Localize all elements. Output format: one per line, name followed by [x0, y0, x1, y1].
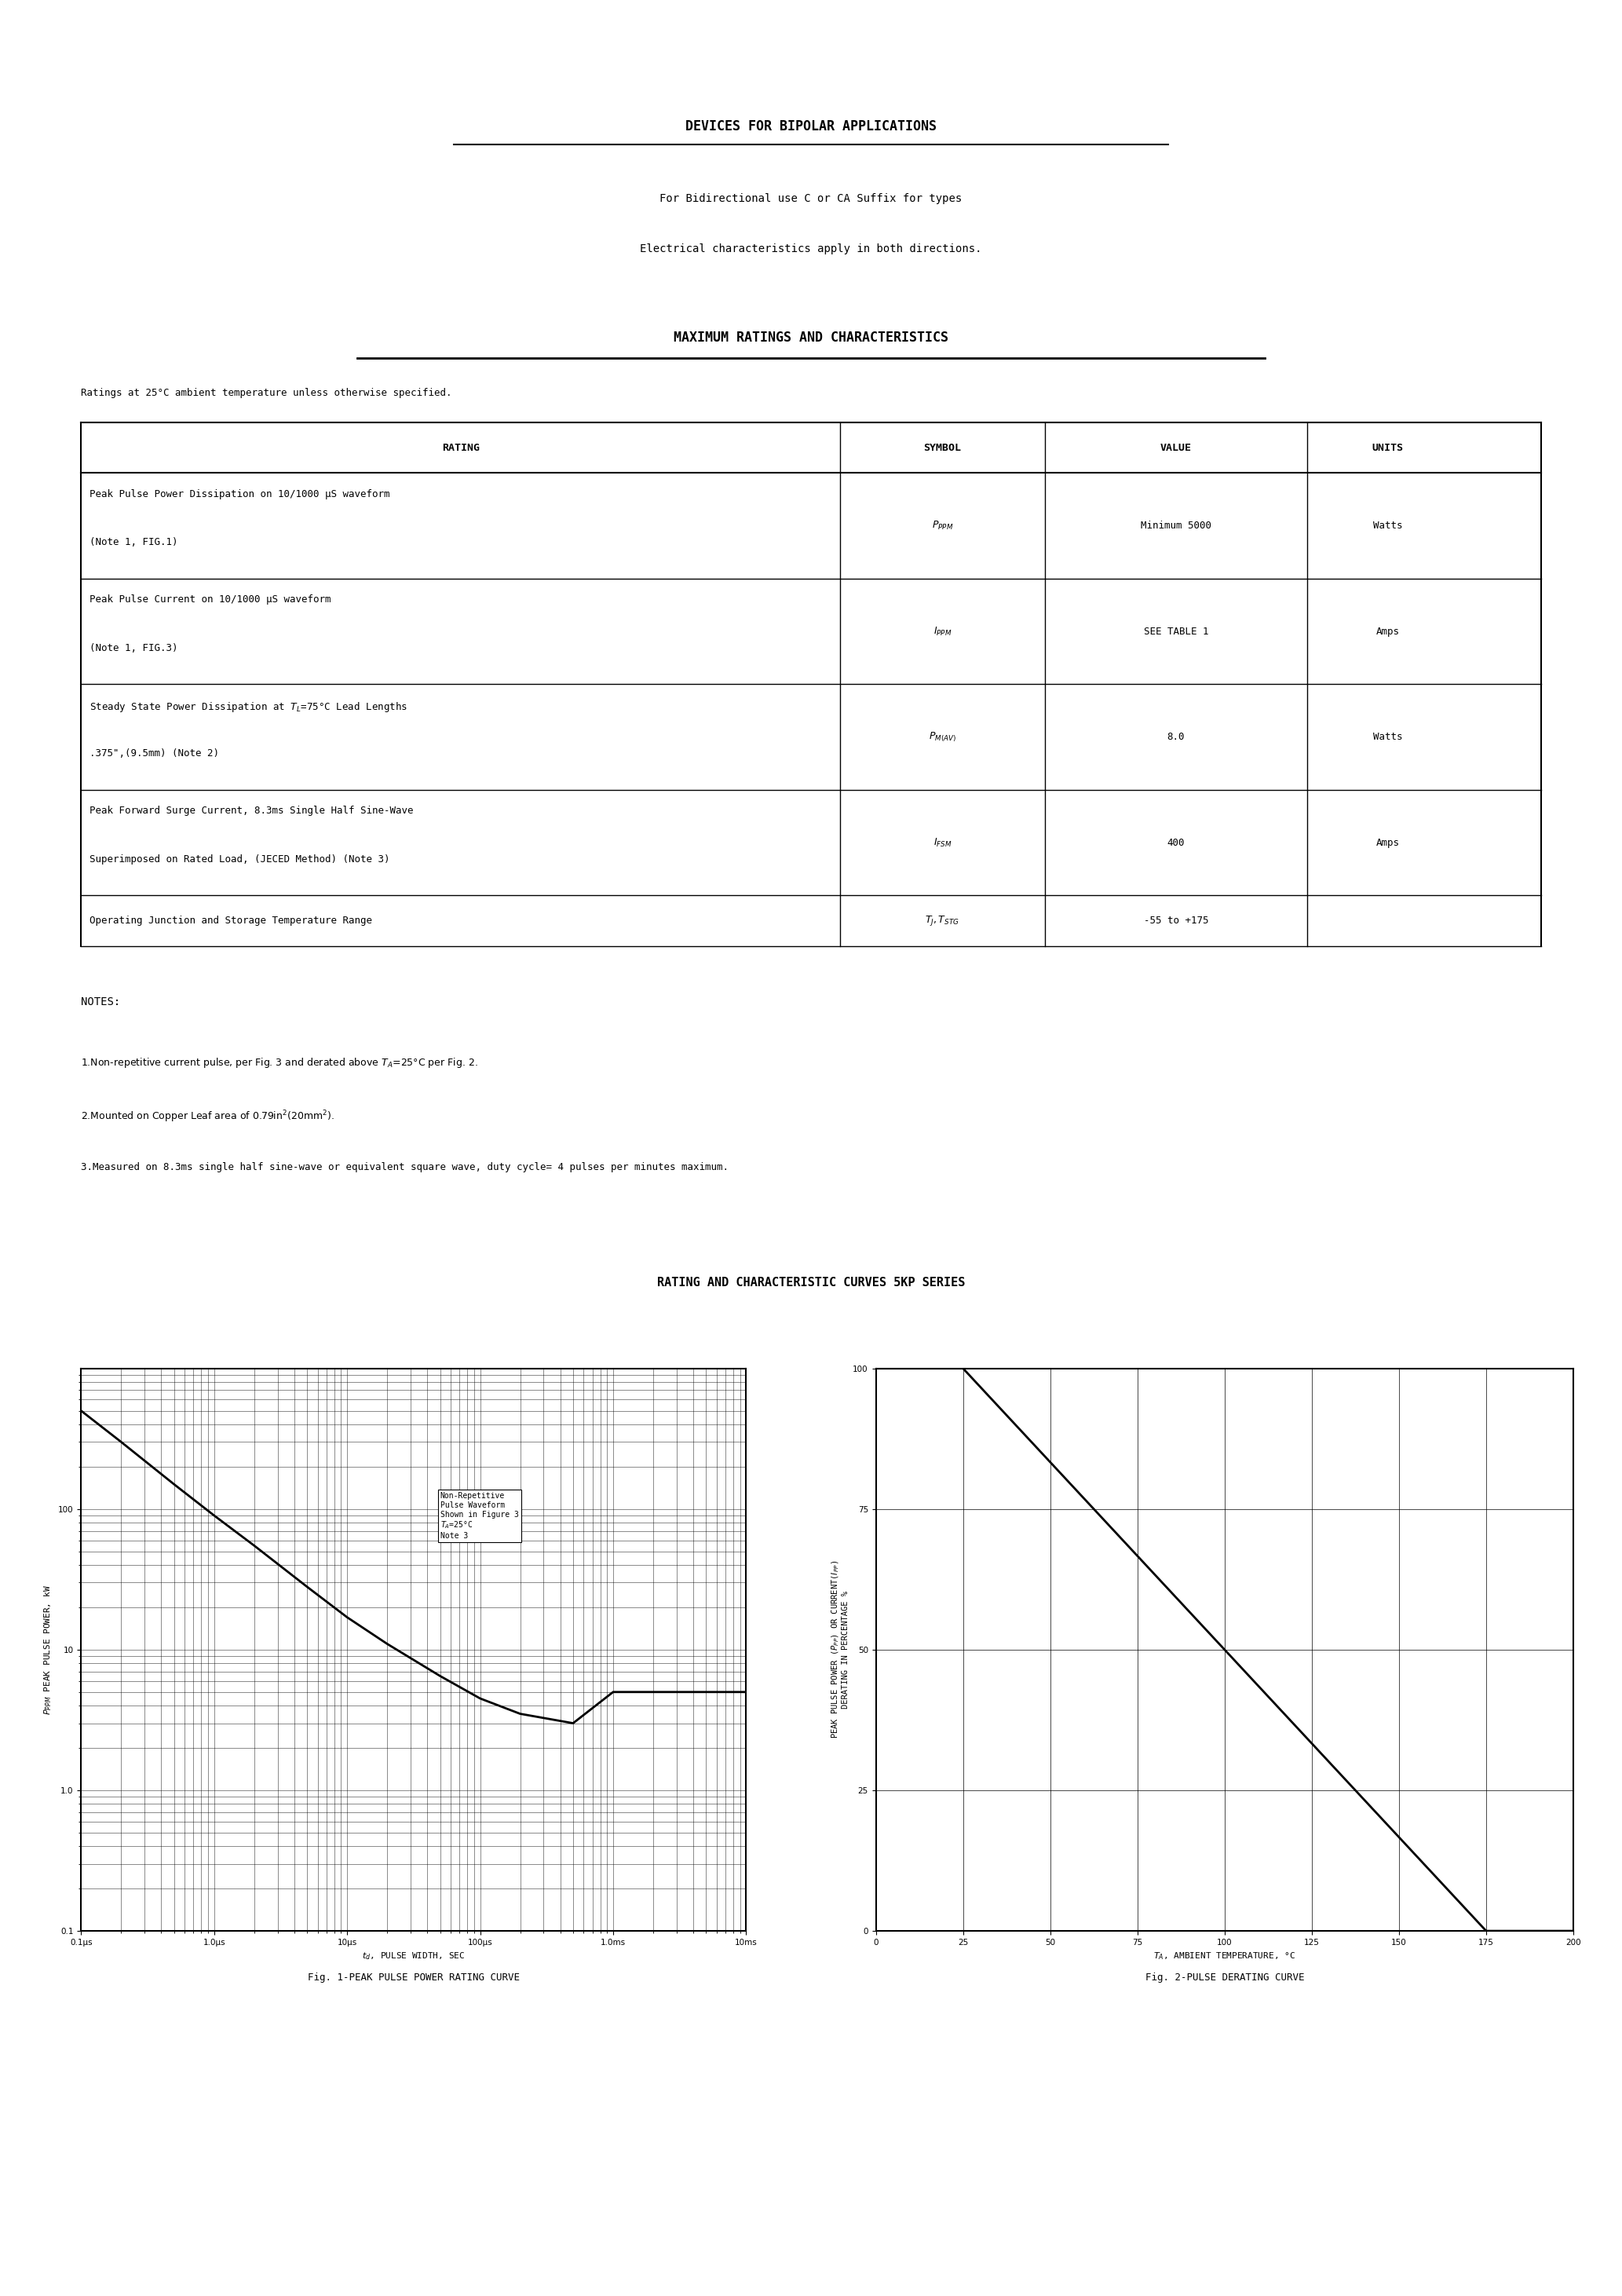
Text: Non-Repetitive
Pulse Waveform
Shown in Figure 3
$T_A$=25°C
Note 3: Non-Repetitive Pulse Waveform Shown in F…	[440, 1492, 519, 1541]
Text: MAXIMUM RATINGS AND CHARACTERISTICS: MAXIMUM RATINGS AND CHARACTERISTICS	[673, 331, 949, 344]
Text: Watts: Watts	[1372, 732, 1403, 742]
Text: Ratings at 25°C ambient temperature unless otherwise specified.: Ratings at 25°C ambient temperature unle…	[81, 388, 453, 397]
Text: Peak Pulse Power Dissipation on 10/1000 µS waveform: Peak Pulse Power Dissipation on 10/1000 …	[89, 489, 389, 498]
Text: Steady State Power Dissipation at $T_L$=75°C Lead Lengths: Steady State Power Dissipation at $T_L$=…	[89, 700, 407, 714]
Text: Electrical characteristics apply in both directions.: Electrical characteristics apply in both…	[641, 243, 981, 255]
Text: DEVICES FOR BIPOLAR APPLICATIONS: DEVICES FOR BIPOLAR APPLICATIONS	[686, 119, 936, 133]
Text: $P_{M(AV)}$: $P_{M(AV)}$	[928, 730, 957, 744]
Text: $P_{PPM}$: $P_{PPM}$	[931, 519, 954, 533]
Text: 2.Mounted on Copper Leaf area of 0.79in$^2$(20mm$^2$).: 2.Mounted on Copper Leaf area of 0.79in$…	[81, 1109, 334, 1125]
Text: (Note 1, FIG.3): (Note 1, FIG.3)	[89, 643, 177, 652]
Text: Operating Junction and Storage Temperature Range: Operating Junction and Storage Temperatu…	[89, 916, 371, 925]
Text: Amps: Amps	[1375, 838, 1400, 847]
Text: Peak Forward Surge Current, 8.3ms Single Half Sine-Wave: Peak Forward Surge Current, 8.3ms Single…	[89, 806, 414, 815]
Text: $I_{PPM}$: $I_{PPM}$	[933, 625, 952, 638]
Y-axis label: $P_{PPM}$ PEAK PULSE POWER, kW: $P_{PPM}$ PEAK PULSE POWER, kW	[42, 1584, 54, 1715]
Text: .375",(9.5mm) (Note 2): .375",(9.5mm) (Note 2)	[89, 748, 219, 758]
Y-axis label: PEAK PULSE POWER ($P_{PP}$) OR CURRENT($I_{PP}$)
DERATING IN PERCENTAGE %: PEAK PULSE POWER ($P_{PP}$) OR CURRENT($…	[830, 1561, 850, 1738]
Text: Fig. 1-PEAK PULSE POWER RATING CURVE: Fig. 1-PEAK PULSE POWER RATING CURVE	[308, 1972, 519, 1981]
Text: 1.Non-repetitive current pulse, per Fig. 3 and derated above $T_A$=25°C per Fig.: 1.Non-repetitive current pulse, per Fig.…	[81, 1056, 478, 1070]
Text: Minimum 5000: Minimum 5000	[1140, 521, 1212, 530]
X-axis label: $t_d$, PULSE WIDTH, SEC: $t_d$, PULSE WIDTH, SEC	[362, 1952, 466, 1961]
Text: NOTES:: NOTES:	[81, 996, 120, 1008]
Text: RATING AND CHARACTERISTIC CURVES 5KP SERIES: RATING AND CHARACTERISTIC CURVES 5KP SER…	[657, 1277, 965, 1288]
Text: SEE TABLE 1: SEE TABLE 1	[1144, 627, 1208, 636]
Text: For Bidirectional use C or CA Suffix for types: For Bidirectional use C or CA Suffix for…	[660, 193, 962, 204]
Text: RATING: RATING	[441, 443, 480, 452]
Text: 8.0: 8.0	[1168, 732, 1184, 742]
Text: 3.Measured on 8.3ms single half sine-wave or equivalent square wave, duty cycle=: 3.Measured on 8.3ms single half sine-wav…	[81, 1162, 728, 1171]
Text: 400: 400	[1168, 838, 1184, 847]
Text: (Note 1, FIG.1): (Note 1, FIG.1)	[89, 537, 177, 546]
Text: Watts: Watts	[1372, 521, 1403, 530]
Text: Superimposed on Rated Load, (JECED Method) (Note 3): Superimposed on Rated Load, (JECED Metho…	[89, 854, 389, 863]
Text: -55 to +175: -55 to +175	[1144, 916, 1208, 925]
Text: $T_J,T_{STG}$: $T_J,T_{STG}$	[925, 914, 960, 928]
Text: Fig. 2-PULSE DERATING CURVE: Fig. 2-PULSE DERATING CURVE	[1145, 1972, 1304, 1981]
Text: SYMBOL: SYMBOL	[923, 443, 962, 452]
X-axis label: $T_A$, AMBIENT TEMPERATURE, °C: $T_A$, AMBIENT TEMPERATURE, °C	[1153, 1952, 1296, 1961]
Text: VALUE: VALUE	[1160, 443, 1192, 452]
Text: $I_{FSM}$: $I_{FSM}$	[933, 836, 952, 850]
Text: UNITS: UNITS	[1372, 443, 1403, 452]
Text: Amps: Amps	[1375, 627, 1400, 636]
Text: Peak Pulse Current on 10/1000 µS waveform: Peak Pulse Current on 10/1000 µS wavefor…	[89, 595, 331, 604]
